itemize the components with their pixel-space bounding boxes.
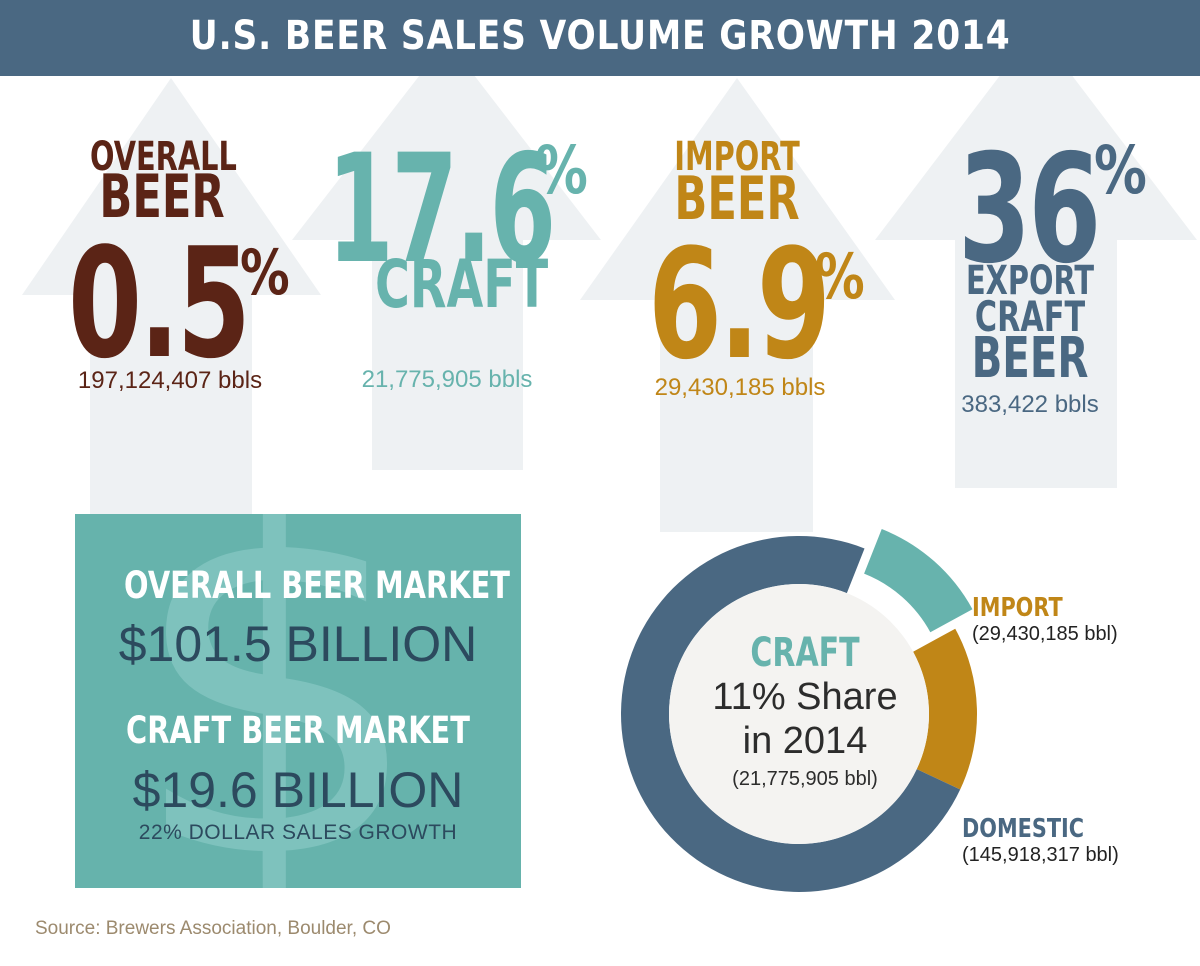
overall-market-heading: OVERALL BEER MARKET xyxy=(124,564,511,607)
export-label-line3: BEER xyxy=(971,326,1089,391)
dollar-sign-icon: $ xyxy=(127,514,427,888)
donut-center-share: 11% Share xyxy=(712,676,898,718)
donut-slice-craft xyxy=(864,529,973,633)
import-segment-value: (29,430,185 bbl) xyxy=(972,623,1118,645)
craft-percent-sign: % xyxy=(535,132,588,209)
overall-volume: 197,124,407 bbls xyxy=(77,367,263,394)
page-title: U.S. BEER SALES VOLUME GROWTH 2014 xyxy=(189,13,1011,59)
overall-percent-sign: % xyxy=(240,236,290,309)
domestic-segment-label: DOMESTIC (145,918,317 bbl) xyxy=(962,814,1119,867)
import-label-line1: IMPORT xyxy=(674,134,800,180)
import-segment-label: IMPORT (29,430,185 bbl) xyxy=(972,593,1118,646)
import-volume: 29,430,185 bbls xyxy=(654,374,826,401)
import-percent-sign: % xyxy=(815,240,865,313)
donut-center-year: in 2014 xyxy=(742,720,868,762)
craft-market-value: $19.6 BILLION xyxy=(132,762,464,818)
arrow-craft xyxy=(292,40,601,470)
domestic-segment-name: DOMESTIC xyxy=(962,814,1085,844)
craft-growth-value: 17.6 xyxy=(327,123,556,297)
title-banner: U.S. BEER SALES VOLUME GROWTH 2014 xyxy=(0,0,1200,76)
export-volume: 383,422 bbls xyxy=(961,391,1099,418)
donut-center-title: CRAFT xyxy=(750,630,860,676)
export-percent-sign: % xyxy=(1094,132,1147,209)
donut-hole xyxy=(669,584,929,844)
craft-sales-growth-note: 22% DOLLAR SALES GROWTH xyxy=(138,821,458,844)
overall-market-value: $101.5 BILLION xyxy=(118,616,478,672)
overall-label-line2: BEER xyxy=(99,162,225,232)
export-growth-value: 36 xyxy=(958,123,1101,297)
overall-label-line1: OVERALL xyxy=(90,134,237,180)
craft-market-heading: CRAFT BEER MARKET xyxy=(126,709,470,752)
overall-growth-value: 0.5 xyxy=(68,215,251,392)
export-label-line2: CRAFT xyxy=(974,292,1086,341)
domestic-segment-value: (145,918,317 bbl) xyxy=(962,844,1119,866)
donut-center-volume: (21,775,905 bbl) xyxy=(732,768,878,790)
market-value-panel: $ OVERALL BEER MARKET $101.5 BILLION CRA… xyxy=(75,514,521,888)
import-segment-name: IMPORT xyxy=(972,593,1063,623)
arrow-overall xyxy=(22,78,321,515)
craft-volume: 21,775,905 bbls xyxy=(361,366,533,393)
export-label-line1: EXPORT xyxy=(965,258,1095,304)
source-note: Source: Brewers Association, Boulder, CO xyxy=(35,918,391,939)
donut-slice-import xyxy=(913,628,977,790)
arrow-export xyxy=(875,28,1197,488)
arrow-import xyxy=(580,78,895,532)
import-label-line2: BEER xyxy=(674,164,800,234)
import-growth-value: 6.9 xyxy=(648,216,831,393)
